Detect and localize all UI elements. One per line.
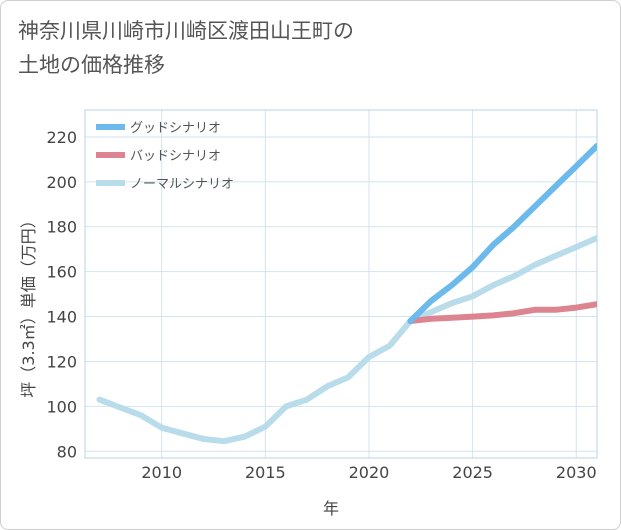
- chart-title: 神奈川県川崎市川崎区渡田山王町の 土地の価格推移: [18, 14, 578, 82]
- y-tick-label: 100: [46, 397, 77, 416]
- x-tick-label: 2010: [141, 463, 182, 482]
- series-line-normal: [96, 235, 597, 445]
- y-tick-label: 140: [46, 308, 77, 327]
- axis-ticks: 80 100 120 140 160 180 200 220 2010 2015 2020 2025 2…: [46, 128, 596, 482]
- series-line-good: [407, 142, 597, 324]
- y-tick-label: 80: [57, 442, 77, 461]
- series-layer: [96, 142, 597, 445]
- y-axis-label: 坪（3.3㎡）単価（万円）: [19, 212, 38, 397]
- x-axis-label: 年: [323, 499, 339, 518]
- x-tick-label: 2015: [245, 463, 286, 482]
- y-tick-label: 160: [46, 263, 77, 282]
- x-tick-label: 2030: [556, 463, 597, 482]
- chart-title-line1: 神奈川県川崎市川崎区渡田山王町の: [18, 19, 354, 43]
- series-line-bad: [407, 301, 597, 324]
- y-tick-label: 200: [46, 173, 77, 192]
- chart-title-line2: 土地の価格推移: [18, 53, 165, 77]
- y-tick-label: 180: [46, 218, 77, 237]
- legend-label-bad: バッドシナリオ: [130, 149, 221, 164]
- y-tick-label: 220: [46, 128, 77, 147]
- legend-label-good: グッドシナリオ: [130, 121, 221, 136]
- plot-area-border: [84, 109, 598, 459]
- y-tick-label: 120: [46, 352, 77, 371]
- grid-lines: [85, 110, 597, 458]
- legend-label-normal: ノーマルシナリオ: [130, 177, 234, 192]
- x-tick-label: 2025: [452, 463, 493, 482]
- x-tick-label: 2020: [349, 463, 390, 482]
